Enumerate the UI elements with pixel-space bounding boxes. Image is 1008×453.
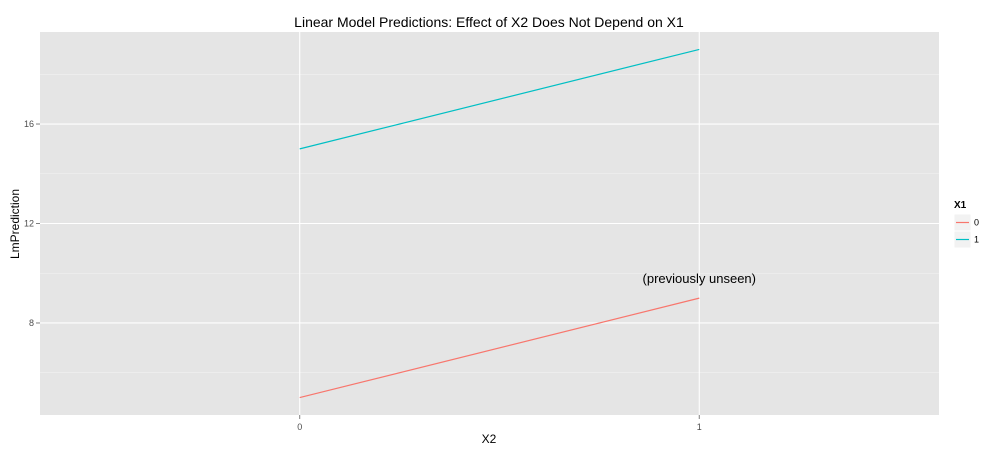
chart-title: Linear Model Predictions: Effect of X2 D…: [294, 14, 684, 30]
y-axis-title: LmPrediction: [8, 189, 22, 259]
legend: X1 0 1: [953, 200, 979, 249]
series-lines: [299, 48, 700, 399]
x-tick-label: 0: [297, 422, 302, 432]
legend-title: X1: [954, 200, 967, 211]
x-axis-title: X2: [482, 432, 497, 446]
y-tick-label: 12: [24, 219, 34, 229]
series-line-x1-1: [299, 48, 700, 150]
x-tick-label: 1: [697, 422, 702, 432]
annotation-text: (previously unseen): [643, 271, 756, 286]
y-tick-label: 16: [24, 119, 34, 129]
grid-minor: [40, 73, 939, 374]
annotations: (previously unseen): [643, 271, 756, 286]
grid-major: [40, 32, 939, 415]
y-axis: 8 12 16: [24, 119, 40, 328]
legend-label-1: 1: [974, 235, 979, 245]
legend-label-0: 0: [974, 218, 979, 228]
y-tick-label: 8: [29, 318, 34, 328]
series-line-x1-0: [299, 297, 700, 399]
